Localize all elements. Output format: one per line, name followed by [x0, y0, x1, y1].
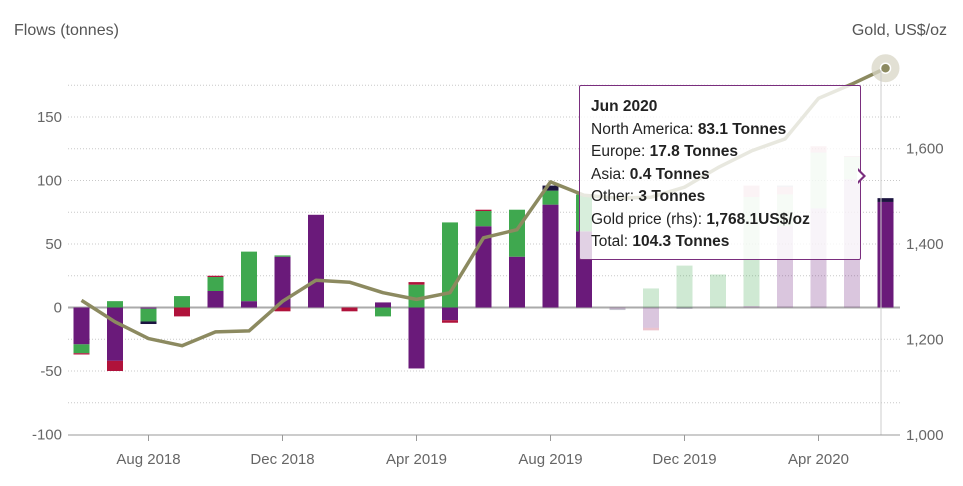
bar-segment[interactable]	[877, 201, 894, 308]
y-left-tick-label: 0	[54, 300, 62, 317]
bar-segment[interactable]	[207, 290, 224, 308]
x-tick-label: Apr 2020	[788, 451, 849, 468]
highlight-point[interactable]	[879, 62, 892, 74]
bar-segment[interactable]	[174, 307, 190, 317]
tooltip-title: Jun 2020	[591, 98, 658, 115]
tooltip-row-value: 1,768.1US$/oz	[706, 210, 810, 228]
tooltip-row: North America: 83.1 Tonnes	[591, 119, 850, 142]
x-tick-label: Apr 2019	[386, 451, 447, 468]
tooltip: Jun 2020 North America: 83.1 Tonnes Euro…	[579, 85, 861, 260]
bar-segment[interactable]	[643, 327, 659, 331]
y-axis-left-title: Flows (tonnes)	[14, 22, 119, 39]
bar-segment[interactable]	[643, 288, 659, 308]
y-left-tick-label: 150	[37, 109, 62, 126]
bar-segment[interactable]	[107, 307, 123, 361]
bar-segment[interactable]	[107, 301, 123, 308]
bar-segment[interactable]	[73, 307, 90, 345]
bar-segment[interactable]	[475, 210, 492, 227]
bar-segment[interactable]	[140, 321, 157, 325]
y-left-tick-label: 50	[45, 236, 62, 253]
bar-segment[interactable]	[408, 284, 425, 308]
tooltip-row-label: Total:	[591, 233, 633, 250]
bar-segment[interactable]	[676, 265, 693, 308]
bar-segment[interactable]	[408, 307, 425, 369]
tooltip-row-value: 104.3 Tonnes	[632, 233, 730, 250]
x-tick-label: Aug 2018	[116, 451, 180, 468]
tooltip-row-label: North America:	[591, 120, 698, 138]
bar-segment[interactable]	[241, 301, 257, 308]
y-right-tick-label: 1,600	[906, 141, 944, 158]
tooltip-row: Gold price (rhs): 1,768.1US$/oz	[591, 209, 850, 232]
tooltip-row: Other: 3 Tonnes	[591, 186, 850, 209]
bar-segment[interactable]	[274, 255, 291, 257]
bar-segment[interactable]	[241, 251, 257, 302]
bar-segment[interactable]	[274, 307, 291, 312]
bar-segment[interactable]	[475, 209, 492, 211]
tooltip-row-label: Gold price (rhs):	[591, 210, 707, 228]
bar-segment[interactable]	[107, 360, 123, 371]
bar-segment[interactable]	[877, 198, 894, 202]
tooltip-row: Asia: 0.4 Tonnes	[591, 164, 850, 187]
x-tick-label: Dec 2018	[250, 451, 314, 468]
tooltip-row-value: 83.1 Tonnes	[697, 120, 787, 138]
bar-segment[interactable]	[442, 307, 458, 321]
bar-segment[interactable]	[207, 277, 224, 291]
bar-segment[interactable]	[442, 320, 458, 323]
bar-segment[interactable]	[274, 256, 291, 308]
tooltip-row-value: 3 Tonnes	[638, 188, 706, 205]
bar-segment[interactable]	[375, 302, 391, 308]
bar-segment[interactable]	[609, 308, 626, 311]
bar-segment[interactable]	[308, 214, 324, 308]
y-left-tick-label: -50	[40, 363, 62, 380]
y-right-tick-label: 1,000	[906, 427, 944, 444]
axes: 150 100 50 0 -50 -100 1,600 1,400 1,200 1,000 Aug …	[32, 70, 944, 468]
y-left-tick-label: 100	[37, 173, 62, 190]
y-right-tick-label: 1,200	[906, 332, 944, 349]
bar-segment[interactable]	[73, 344, 90, 354]
tooltip-row-value: 17.8 Tonnes	[649, 143, 739, 160]
bar-segment[interactable]	[509, 209, 525, 257]
y-right-tick-label: 1,400	[906, 236, 944, 253]
y-axis-right-title: Gold, US$/oz	[851, 22, 947, 39]
bar-segment[interactable]	[542, 204, 559, 308]
bar-segment[interactable]	[140, 307, 157, 309]
bar-segment[interactable]	[609, 307, 626, 309]
x-tick-label: Dec 2019	[652, 451, 716, 468]
tooltip-pointer-fill	[857, 170, 863, 182]
bar-segment[interactable]	[542, 185, 559, 191]
tooltip-row-label: Europe:	[591, 143, 650, 160]
x-tick-label: Aug 2019	[518, 451, 582, 468]
bar-segment[interactable]	[710, 274, 726, 308]
bar-segment[interactable]	[643, 307, 659, 328]
y-left-tick-label: -100	[32, 427, 62, 444]
bar-segment[interactable]	[207, 275, 224, 278]
bar-segment[interactable]	[408, 282, 425, 285]
bar-segment[interactable]	[174, 296, 190, 308]
tooltip-row-value: 0.4 Tonnes	[629, 165, 710, 183]
bar-segment[interactable]	[542, 190, 559, 205]
bar-segment[interactable]	[73, 353, 90, 355]
bar-segment[interactable]	[140, 308, 157, 322]
tooltip-row-label: Asia:	[591, 165, 630, 183]
bar-segment[interactable]	[341, 307, 358, 312]
tooltip-row: Europe: 17.8 Tonnes	[591, 141, 850, 164]
bar-segment[interactable]	[676, 307, 693, 309]
bar-segment[interactable]	[375, 307, 391, 317]
bar-segment[interactable]	[743, 306, 760, 308]
tooltip-row: Total: 104.3 Tonnes	[591, 231, 850, 254]
bar-segment[interactable]	[509, 256, 525, 308]
tooltip-row-label: Other:	[591, 188, 639, 205]
